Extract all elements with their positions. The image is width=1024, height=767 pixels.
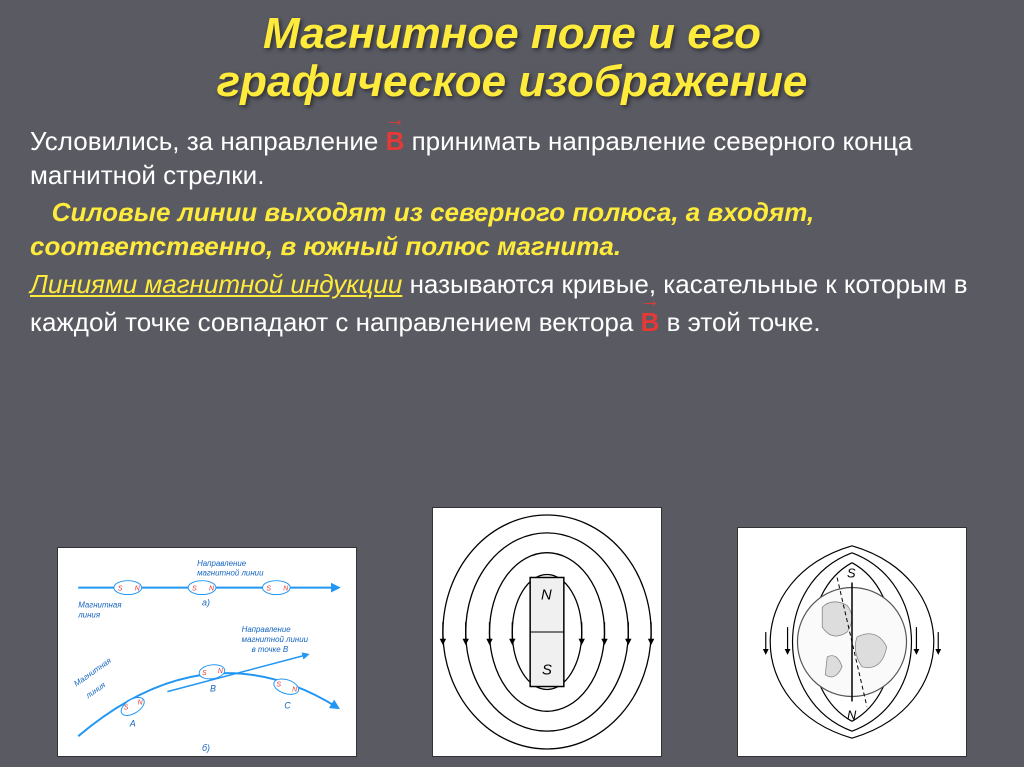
svg-text:а): а) [202, 597, 210, 607]
paragraph-3: Линиями магнитной индукции называются кр… [30, 268, 994, 340]
title-line-1: Магнитное поле и его [263, 9, 761, 58]
p3-text-c: в этой точке. [667, 307, 821, 337]
svg-text:S: S [542, 663, 552, 679]
svg-text:S: S [192, 586, 197, 593]
vector-b-2: B [641, 302, 660, 340]
slide-title: Магнитное поле и его графическое изображ… [30, 10, 994, 107]
svg-text:B: B [210, 684, 216, 694]
svg-text:Магнитная: Магнитная [73, 656, 114, 689]
diagram-3-svg: S N [738, 528, 966, 756]
slide-content: Условились, за направление B принимать н… [30, 121, 994, 340]
svg-text:S: S [277, 682, 282, 689]
slide-container: Магнитное поле и его графическое изображ… [0, 0, 1024, 767]
svg-text:N: N [135, 586, 140, 593]
svg-text:S: S [118, 586, 123, 593]
svg-text:S: S [267, 586, 272, 593]
svg-text:N: N [209, 586, 214, 593]
svg-text:магнитной линии: магнитной линии [197, 569, 264, 578]
svg-text:S: S [202, 670, 207, 677]
title-line-2: графическое изображение [217, 57, 808, 106]
diagram-1-svg: S N S N S N Направление магнитной линии Маг… [58, 548, 356, 756]
svg-text:магнитной линии: магнитной линии [242, 635, 309, 644]
svg-text:Направление: Направление [242, 625, 292, 634]
vector-b-1: B [386, 121, 405, 159]
diagram-2-svg: N S [433, 508, 661, 756]
svg-text:линия: линия [78, 610, 102, 619]
svg-text:N: N [293, 687, 298, 694]
svg-text:линия: линия [84, 680, 108, 701]
paragraph-2: Силовые линии выходят из северного полюс… [30, 196, 994, 264]
svg-text:S: S [124, 704, 129, 711]
diagram-earth-field: S N [737, 527, 967, 757]
svg-text:Магнитная: Магнитная [79, 600, 123, 609]
svg-text:N: N [541, 587, 552, 603]
diagrams-row: SN SN SN Направление магнитной линии Маг… [30, 360, 994, 757]
svg-text:в точке B: в точке B [252, 645, 289, 654]
p1-text-a: Условились, за направление [30, 126, 386, 156]
svg-text:N: N [847, 707, 857, 722]
svg-text:б): б) [202, 743, 210, 753]
p3-underline: Линиями магнитной индукции [30, 269, 402, 299]
svg-text:N: N [218, 668, 223, 675]
svg-text:Направление: Направление [197, 559, 247, 568]
svg-text:S: S [847, 566, 856, 581]
p2-text: Силовые линии выходят из северного полюс… [30, 197, 814, 261]
svg-text:C: C [285, 700, 292, 710]
diagram-compass-lines: S N S N S N Направление магнитной линии Маг… [57, 547, 357, 757]
svg-text:A: A [129, 718, 136, 728]
svg-text:N: N [284, 586, 289, 593]
paragraph-1: Условились, за направление B принимать н… [30, 121, 994, 193]
diagram-bar-magnet: N S [432, 507, 662, 757]
svg-text:N: N [138, 699, 143, 706]
